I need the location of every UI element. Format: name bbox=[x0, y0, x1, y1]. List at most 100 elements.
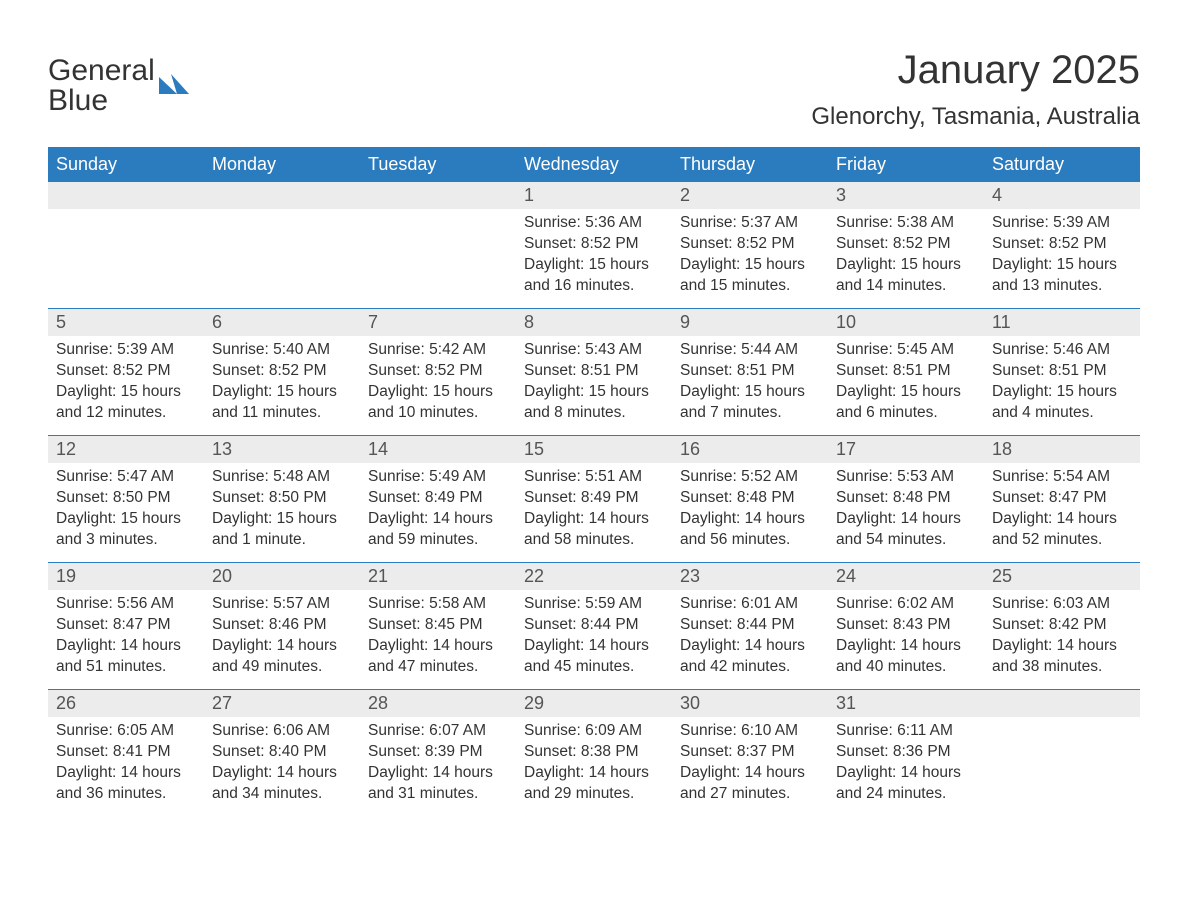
day-header: Monday bbox=[204, 147, 360, 182]
day-details: Sunrise: 6:05 AMSunset: 8:41 PMDaylight:… bbox=[48, 717, 204, 811]
calendar-cell bbox=[360, 182, 516, 308]
day-number: 18 bbox=[984, 436, 1140, 463]
sunset-text: Sunset: 8:52 PM bbox=[524, 234, 664, 255]
day-header: Tuesday bbox=[360, 147, 516, 182]
day-number bbox=[360, 182, 516, 209]
day-details: Sunrise: 5:39 AMSunset: 8:52 PMDaylight:… bbox=[48, 336, 204, 430]
daylight-text: Daylight: 15 hours and 3 minutes. bbox=[56, 509, 196, 551]
day-number: 3 bbox=[828, 182, 984, 209]
sunrise-text: Sunrise: 5:39 AM bbox=[992, 213, 1132, 234]
sunset-text: Sunset: 8:52 PM bbox=[992, 234, 1132, 255]
calendar-cell: 29Sunrise: 6:09 AMSunset: 8:38 PMDayligh… bbox=[516, 690, 672, 816]
sunrise-text: Sunrise: 6:10 AM bbox=[680, 721, 820, 742]
sunset-text: Sunset: 8:51 PM bbox=[992, 361, 1132, 382]
calendar-cell: 25Sunrise: 6:03 AMSunset: 8:42 PMDayligh… bbox=[984, 563, 1140, 689]
calendar-week-row: 5Sunrise: 5:39 AMSunset: 8:52 PMDaylight… bbox=[48, 308, 1140, 435]
day-details: Sunrise: 6:06 AMSunset: 8:40 PMDaylight:… bbox=[204, 717, 360, 811]
day-number: 27 bbox=[204, 690, 360, 717]
sunrise-text: Sunrise: 5:46 AM bbox=[992, 340, 1132, 361]
day-details: Sunrise: 5:51 AMSunset: 8:49 PMDaylight:… bbox=[516, 463, 672, 557]
daylight-text: Daylight: 14 hours and 58 minutes. bbox=[524, 509, 664, 551]
sunset-text: Sunset: 8:39 PM bbox=[368, 742, 508, 763]
day-header: Thursday bbox=[672, 147, 828, 182]
day-details: Sunrise: 5:54 AMSunset: 8:47 PMDaylight:… bbox=[984, 463, 1140, 557]
sunrise-text: Sunrise: 6:07 AM bbox=[368, 721, 508, 742]
sunrise-text: Sunrise: 6:03 AM bbox=[992, 594, 1132, 615]
calendar-cell: 14Sunrise: 5:49 AMSunset: 8:49 PMDayligh… bbox=[360, 436, 516, 562]
daylight-text: Daylight: 14 hours and 36 minutes. bbox=[56, 763, 196, 805]
day-header: Sunday bbox=[48, 147, 204, 182]
day-header: Wednesday bbox=[516, 147, 672, 182]
day-details: Sunrise: 5:38 AMSunset: 8:52 PMDaylight:… bbox=[828, 209, 984, 303]
brand-logo: General Blue bbox=[48, 48, 193, 116]
sunrise-text: Sunrise: 5:57 AM bbox=[212, 594, 352, 615]
sunset-text: Sunset: 8:51 PM bbox=[680, 361, 820, 382]
day-number: 9 bbox=[672, 309, 828, 336]
sunrise-text: Sunrise: 5:59 AM bbox=[524, 594, 664, 615]
sunset-text: Sunset: 8:44 PM bbox=[524, 615, 664, 636]
day-number: 11 bbox=[984, 309, 1140, 336]
daylight-text: Daylight: 15 hours and 15 minutes. bbox=[680, 255, 820, 297]
calendar-cell: 4Sunrise: 5:39 AMSunset: 8:52 PMDaylight… bbox=[984, 182, 1140, 308]
sunset-text: Sunset: 8:50 PM bbox=[212, 488, 352, 509]
day-number bbox=[48, 182, 204, 209]
daylight-text: Daylight: 14 hours and 40 minutes. bbox=[836, 636, 976, 678]
sunrise-text: Sunrise: 6:02 AM bbox=[836, 594, 976, 615]
day-details: Sunrise: 5:36 AMSunset: 8:52 PMDaylight:… bbox=[516, 209, 672, 303]
day-header: Friday bbox=[828, 147, 984, 182]
day-details: Sunrise: 5:56 AMSunset: 8:47 PMDaylight:… bbox=[48, 590, 204, 684]
day-details: Sunrise: 5:53 AMSunset: 8:48 PMDaylight:… bbox=[828, 463, 984, 557]
daylight-text: Daylight: 15 hours and 6 minutes. bbox=[836, 382, 976, 424]
calendar-cell: 20Sunrise: 5:57 AMSunset: 8:46 PMDayligh… bbox=[204, 563, 360, 689]
calendar-cell: 26Sunrise: 6:05 AMSunset: 8:41 PMDayligh… bbox=[48, 690, 204, 816]
calendar-week-row: 12Sunrise: 5:47 AMSunset: 8:50 PMDayligh… bbox=[48, 435, 1140, 562]
sunset-text: Sunset: 8:52 PM bbox=[212, 361, 352, 382]
day-details: Sunrise: 5:59 AMSunset: 8:44 PMDaylight:… bbox=[516, 590, 672, 684]
day-details: Sunrise: 5:46 AMSunset: 8:51 PMDaylight:… bbox=[984, 336, 1140, 430]
day-number: 15 bbox=[516, 436, 672, 463]
day-details: Sunrise: 5:52 AMSunset: 8:48 PMDaylight:… bbox=[672, 463, 828, 557]
calendar-cell: 8Sunrise: 5:43 AMSunset: 8:51 PMDaylight… bbox=[516, 309, 672, 435]
day-number: 13 bbox=[204, 436, 360, 463]
daylight-text: Daylight: 14 hours and 38 minutes. bbox=[992, 636, 1132, 678]
day-details: Sunrise: 5:58 AMSunset: 8:45 PMDaylight:… bbox=[360, 590, 516, 684]
sunset-text: Sunset: 8:50 PM bbox=[56, 488, 196, 509]
calendar-cell: 16Sunrise: 5:52 AMSunset: 8:48 PMDayligh… bbox=[672, 436, 828, 562]
day-details: Sunrise: 5:40 AMSunset: 8:52 PMDaylight:… bbox=[204, 336, 360, 430]
sunset-text: Sunset: 8:36 PM bbox=[836, 742, 976, 763]
day-details: Sunrise: 5:43 AMSunset: 8:51 PMDaylight:… bbox=[516, 336, 672, 430]
calendar-cell: 1Sunrise: 5:36 AMSunset: 8:52 PMDaylight… bbox=[516, 182, 672, 308]
logo-word1: General bbox=[48, 56, 155, 86]
day-number: 7 bbox=[360, 309, 516, 336]
sunrise-text: Sunrise: 5:47 AM bbox=[56, 467, 196, 488]
day-details: Sunrise: 5:45 AMSunset: 8:51 PMDaylight:… bbox=[828, 336, 984, 430]
calendar-cell: 18Sunrise: 5:54 AMSunset: 8:47 PMDayligh… bbox=[984, 436, 1140, 562]
day-number: 28 bbox=[360, 690, 516, 717]
calendar-cell: 9Sunrise: 5:44 AMSunset: 8:51 PMDaylight… bbox=[672, 309, 828, 435]
sunrise-text: Sunrise: 5:51 AM bbox=[524, 467, 664, 488]
day-details: Sunrise: 6:09 AMSunset: 8:38 PMDaylight:… bbox=[516, 717, 672, 811]
daylight-text: Daylight: 15 hours and 4 minutes. bbox=[992, 382, 1132, 424]
day-number: 4 bbox=[984, 182, 1140, 209]
day-details: Sunrise: 6:01 AMSunset: 8:44 PMDaylight:… bbox=[672, 590, 828, 684]
daylight-text: Daylight: 15 hours and 14 minutes. bbox=[836, 255, 976, 297]
calendar-cell: 5Sunrise: 5:39 AMSunset: 8:52 PMDaylight… bbox=[48, 309, 204, 435]
calendar-body: 1Sunrise: 5:36 AMSunset: 8:52 PMDaylight… bbox=[48, 182, 1140, 816]
calendar-cell: 28Sunrise: 6:07 AMSunset: 8:39 PMDayligh… bbox=[360, 690, 516, 816]
daylight-text: Daylight: 15 hours and 16 minutes. bbox=[524, 255, 664, 297]
calendar-cell: 22Sunrise: 5:59 AMSunset: 8:44 PMDayligh… bbox=[516, 563, 672, 689]
day-details: Sunrise: 5:42 AMSunset: 8:52 PMDaylight:… bbox=[360, 336, 516, 430]
calendar-cell: 12Sunrise: 5:47 AMSunset: 8:50 PMDayligh… bbox=[48, 436, 204, 562]
day-number: 23 bbox=[672, 563, 828, 590]
day-details: Sunrise: 6:03 AMSunset: 8:42 PMDaylight:… bbox=[984, 590, 1140, 684]
calendar-cell bbox=[48, 182, 204, 308]
sunrise-text: Sunrise: 5:56 AM bbox=[56, 594, 196, 615]
calendar-cell: 27Sunrise: 6:06 AMSunset: 8:40 PMDayligh… bbox=[204, 690, 360, 816]
sunset-text: Sunset: 8:52 PM bbox=[836, 234, 976, 255]
calendar-cell: 6Sunrise: 5:40 AMSunset: 8:52 PMDaylight… bbox=[204, 309, 360, 435]
sunset-text: Sunset: 8:41 PM bbox=[56, 742, 196, 763]
day-number: 29 bbox=[516, 690, 672, 717]
day-number: 5 bbox=[48, 309, 204, 336]
sunset-text: Sunset: 8:51 PM bbox=[524, 361, 664, 382]
day-number: 17 bbox=[828, 436, 984, 463]
